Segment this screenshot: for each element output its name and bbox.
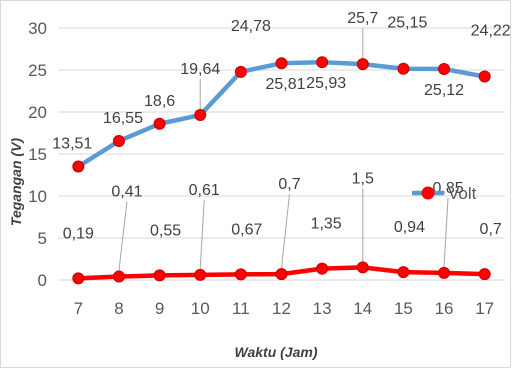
data-point [234,268,247,281]
data-point [316,56,329,69]
data-point [397,266,410,279]
y-axis-ticks: 0 5 10 15 20 25 30 [28,19,47,290]
data-point [112,134,125,147]
x-axis-ticks: 7 8 9 10 11 12 13 14 15 16 17 [74,299,495,318]
data-point [275,268,288,281]
data-point [438,62,451,75]
legend: Volt [412,184,477,203]
x-tick-label: 11 [232,299,250,318]
data-label: 13,51 [52,136,92,153]
y-tick-label: 0 [38,271,47,290]
data-label: 0,94 [394,219,425,236]
data-label: 0,55 [150,222,181,239]
x-tick-label: 7 [74,299,83,318]
data-label: 0,61 [189,182,220,199]
data-point [275,57,288,70]
leader-line [118,201,128,271]
data-label: 0,7 [278,176,300,193]
data-label: 25,7 [347,10,378,27]
x-tick-label: 16 [435,299,454,318]
data-point [72,272,85,285]
leader-line [199,199,205,269]
data-point [397,62,410,75]
data-point [356,261,369,274]
data-point [234,65,247,78]
data-point [112,270,125,283]
y-axis-title: Tegangan (V) [8,138,24,226]
y-tick-label: 20 [28,103,47,122]
data-point [194,268,207,281]
y-tick-label: 30 [28,19,47,38]
x-axis-title: Waktu (Jam) [235,344,318,360]
x-tick-label: 8 [114,299,123,318]
data-label: 1,35 [311,216,342,233]
data-label: 18,6 [144,93,175,110]
data-label: 0,67 [231,221,262,238]
y-tick-label: 10 [28,187,47,206]
y-tick-label: 25 [28,61,47,80]
y-tick-label: 15 [28,145,47,164]
data-point [194,109,207,122]
data-point [72,160,85,173]
data-point [153,117,166,130]
data-label: 25,12 [424,82,464,99]
leader-line [281,194,290,269]
data-label: 19,64 [180,61,220,78]
data-label: 0,41 [111,184,142,201]
data-label: 16,55 [103,110,143,127]
data-label: 25,15 [387,15,427,32]
legend-marker-swatch [421,186,435,200]
x-tick-label: 10 [191,299,210,318]
data-label: 0,7 [480,221,502,238]
data-label: 0,19 [63,225,94,242]
data-label: 24,78 [231,18,271,35]
leader-lines [118,28,449,271]
data-label: 24,22 [471,23,511,40]
data-label: 25,81 [265,76,305,93]
data-point [438,266,451,279]
y-tick-label: 5 [38,229,47,248]
x-tick-label: 12 [272,299,291,318]
x-tick-label: 17 [475,299,494,318]
legend-entry-volt: Volt [448,184,477,203]
data-point [316,262,329,275]
data-label: 1,5 [352,170,374,187]
x-tick-label: 13 [313,299,332,318]
data-point [478,70,491,83]
x-tick-label: 14 [353,299,372,318]
data-label: 25,93 [306,75,346,92]
leader-line [443,197,449,267]
x-tick-label: 15 [394,299,413,318]
x-tick-label: 9 [155,299,164,318]
data-point [153,269,166,282]
data-point [356,58,369,71]
data-point [478,268,491,281]
series-markers [72,56,491,285]
